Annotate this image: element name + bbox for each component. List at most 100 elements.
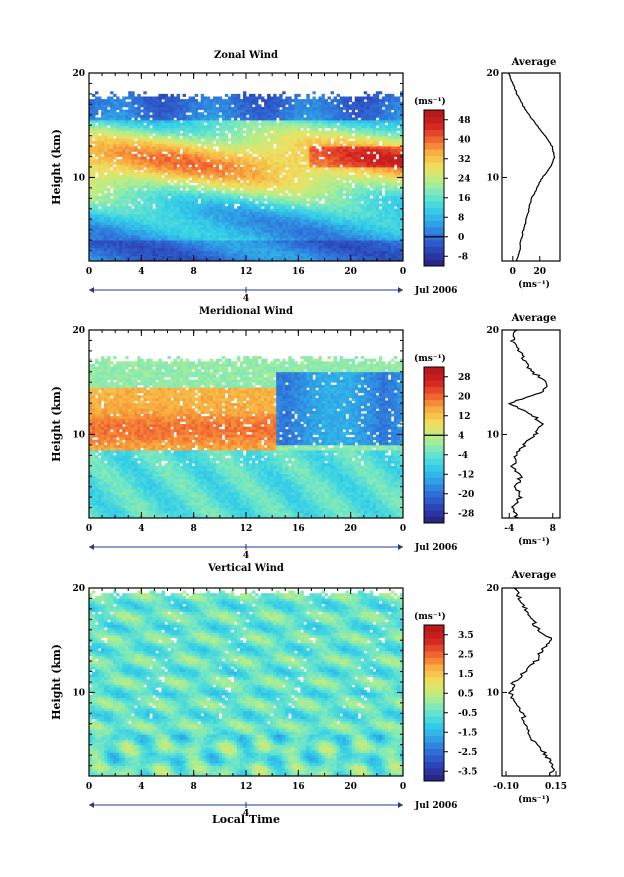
heatmap-cell [140, 255, 144, 259]
heatmap-cell [104, 122, 108, 126]
heatmap-cell [242, 172, 247, 176]
heatmap-cell [264, 224, 268, 228]
heatmap-cell [306, 143, 310, 147]
heatmap-cell [255, 130, 259, 134]
heatmap-cell [327, 106, 331, 110]
heatmap-cell [264, 161, 268, 165]
heatmap-cell [282, 101, 286, 105]
heatmap-cell [315, 138, 319, 142]
heatmap-cell [167, 169, 171, 173]
heatmap-cell [303, 211, 307, 215]
heatmap-cell [113, 101, 117, 105]
heatmap-cell [206, 203, 211, 207]
heatmap-cell [104, 169, 108, 173]
heatmap-cell [282, 185, 286, 189]
heatmap-cell [303, 112, 307, 116]
heatmap-cell [194, 146, 199, 150]
heatmap-cell [110, 227, 114, 231]
heatmap-cell [279, 250, 283, 254]
heatmap-cell [318, 122, 322, 126]
heatmap-cell [143, 237, 147, 241]
heatmap-cell [258, 96, 262, 100]
heatmap-cell [264, 101, 268, 105]
heatmap-cell [324, 190, 328, 194]
heatmap-cell [270, 216, 274, 220]
heatmap-cell [276, 234, 280, 238]
heatmap-cell [194, 101, 199, 105]
heatmap-cell [309, 214, 313, 218]
heatmap-cell [246, 242, 250, 246]
heatmap-cell [239, 114, 244, 118]
heatmap-cell [194, 185, 199, 189]
heatmap-cell [167, 146, 171, 150]
heatmap-cell [246, 187, 250, 191]
heatmap-cell [276, 211, 280, 215]
heatmap-cell [113, 247, 117, 251]
heatmap-cell [149, 247, 153, 251]
heatmap-cell [221, 214, 226, 218]
heatmap-cell [252, 120, 256, 124]
heatmap-cell [170, 109, 174, 113]
heatmap-cell [246, 151, 250, 155]
heatmap-cell [230, 140, 235, 144]
heatmap-cell [113, 122, 117, 126]
heatmap-cell [215, 109, 220, 113]
heatmap-cell [200, 172, 205, 176]
heatmap-cell [137, 203, 141, 207]
heatmap-cell [273, 200, 277, 204]
heatmap-cell [119, 130, 123, 134]
heatmap-cell [318, 203, 322, 207]
heatmap-cell [173, 245, 177, 249]
heatmap-cell [146, 195, 150, 199]
heatmap-cell [230, 245, 235, 249]
heatmap-cell [267, 96, 271, 100]
heatmap-cell [95, 91, 99, 95]
heatmap-cell [197, 156, 202, 160]
heatmap-cell [134, 96, 138, 100]
heatmap-cell [327, 112, 331, 116]
heatmap-cell [212, 114, 217, 118]
heatmap-cell [134, 255, 138, 259]
heatmap-cell [212, 224, 217, 228]
heatmap-cell [146, 174, 150, 178]
heatmap-cell [170, 180, 174, 184]
heatmap-cell [212, 182, 217, 186]
heatmap-cell [155, 229, 159, 233]
heatmap-cell [236, 125, 241, 129]
heatmap-cell [125, 206, 129, 210]
heatmap-cell [230, 234, 235, 238]
heatmap-cell [212, 167, 217, 171]
heatmap-cell [236, 224, 241, 228]
heatmap-cell [324, 195, 328, 199]
heatmap-cell [104, 120, 108, 124]
heatmap-cell [158, 169, 162, 173]
heatmap-cell [149, 232, 153, 236]
heatmap-cell [194, 99, 199, 103]
heatmap-cell [200, 216, 205, 220]
heatmap-cell [227, 148, 232, 152]
heatmap-cell [297, 99, 301, 103]
heatmap-cell [176, 130, 180, 134]
heatmap-cell [197, 219, 202, 223]
heatmap-cell [285, 247, 289, 251]
heatmap-cell [134, 203, 138, 207]
heatmap-cell [288, 159, 292, 163]
heatmap-cell [212, 203, 217, 207]
heatmap-cell [134, 120, 138, 124]
heatmap-cell [122, 206, 126, 210]
heatmap-cell [324, 229, 328, 233]
heatmap-cell [276, 130, 280, 134]
heatmap-cell [315, 112, 319, 116]
heatmap-cell [95, 153, 99, 157]
heatmap-cell [291, 112, 295, 116]
heatmap-cell [158, 159, 162, 163]
heatmap-cell [95, 253, 99, 257]
heatmap-cell [149, 148, 153, 152]
heatmap-cell [309, 146, 313, 150]
heatmap-cell [279, 109, 283, 113]
heatmap-cell [164, 185, 168, 189]
heatmap-cell [336, 112, 340, 116]
heatmap-cell [239, 146, 244, 150]
heatmap-cell [146, 245, 150, 249]
heatmap-cell [306, 234, 310, 238]
